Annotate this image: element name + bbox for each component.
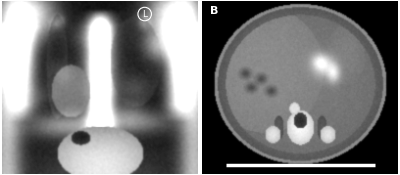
Text: B: B [210, 6, 219, 16]
Text: L: L [142, 9, 147, 19]
Text: A: A [10, 6, 18, 16]
